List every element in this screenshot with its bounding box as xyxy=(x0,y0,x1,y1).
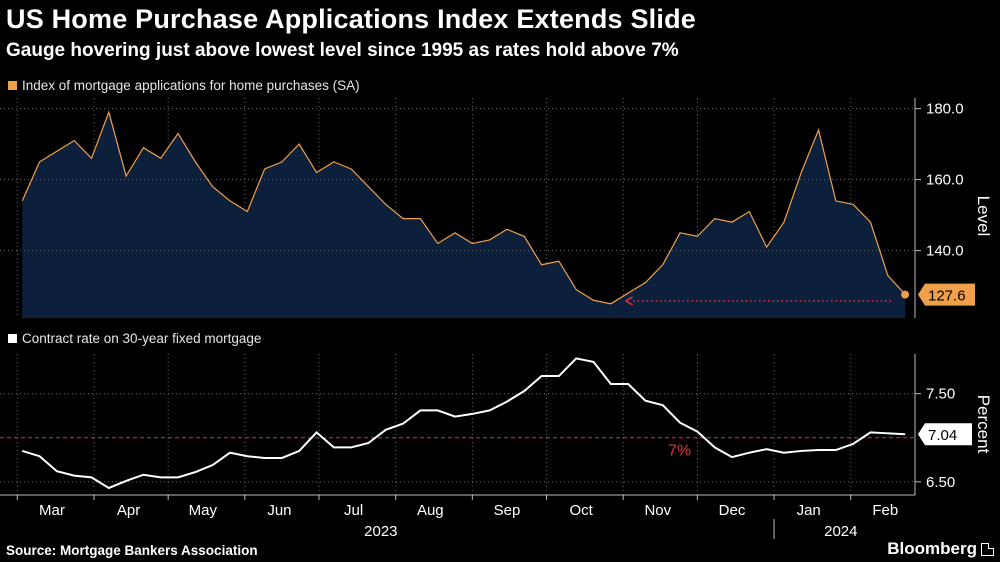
percent-tick-label: 6.50 xyxy=(926,474,955,491)
purchase-legend-label: Index of mortgage applications for home … xyxy=(22,78,360,93)
rate-legend-label: Contract rate on 30-year fixed mortgage xyxy=(22,331,262,346)
prior-low-arrowhead xyxy=(625,296,634,306)
month-tick-label: May xyxy=(189,502,218,519)
seven-percent-label: 7% xyxy=(668,443,691,460)
purchase-last-value-badge xyxy=(918,283,975,306)
brand-logo: Bloomberg xyxy=(887,539,994,559)
month-tick-label: Oct xyxy=(569,502,593,519)
year-tick-label: 2024 xyxy=(824,523,857,540)
purchase-area-fill xyxy=(22,112,906,319)
percent-axis-title: Percent xyxy=(974,395,993,454)
month-tick-label: Jan xyxy=(797,502,821,519)
level-tick-label: 180.0 xyxy=(926,101,964,118)
purchase-last-point xyxy=(901,290,910,299)
brand-name: Bloomberg xyxy=(887,539,977,558)
purchase-series-line xyxy=(21,110,906,305)
month-tick-label: Nov xyxy=(644,502,671,519)
rate-legend-swatch xyxy=(8,334,17,343)
chart-title: US Home Purchase Applications Index Exte… xyxy=(6,4,696,34)
month-tick-label: Apr xyxy=(117,502,140,519)
month-tick-label: Mar xyxy=(39,502,65,519)
level-tick-label: 160.0 xyxy=(926,172,964,189)
purchase-legend-swatch xyxy=(8,81,17,90)
chart-subtitle: Gauge hovering just above lowest level s… xyxy=(6,40,679,61)
rate-last-value-badge xyxy=(918,423,972,446)
purchase-last-value-label: 127.6 xyxy=(928,288,966,305)
rate-series-line xyxy=(21,357,906,490)
month-tick-label: Jun xyxy=(267,502,291,519)
level-tick-label: 140.0 xyxy=(926,243,964,260)
month-tick-label: Jul xyxy=(344,502,363,519)
percent-tick-label: 7.50 xyxy=(926,386,955,403)
purchase-legend: Index of mortgage applications for home … xyxy=(8,78,360,93)
month-tick-label: Sep xyxy=(494,502,521,519)
rate-legend: Contract rate on 30-year fixed mortgage xyxy=(8,331,261,346)
month-tick-label: Feb xyxy=(872,502,898,519)
month-tick-label: Dec xyxy=(719,502,746,519)
rate-last-value-label: 7.04 xyxy=(928,427,957,444)
external-link-icon xyxy=(981,542,994,556)
year-tick-label: 2023 xyxy=(364,523,397,540)
month-tick-label: Aug xyxy=(417,502,444,519)
source-note: Source: Mortgage Bankers Association xyxy=(6,543,258,558)
level-axis-title: Level xyxy=(974,196,993,237)
